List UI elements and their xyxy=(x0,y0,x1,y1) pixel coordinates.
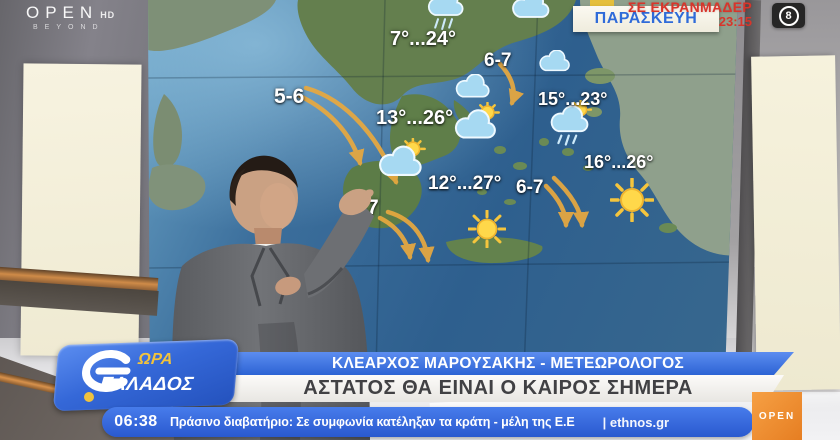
temp-label-northwest: 7°...24° xyxy=(390,28,457,50)
sun-icon xyxy=(609,177,655,227)
promo-time: 23:15 xyxy=(718,14,752,29)
channel-corner-bug: OPEN xyxy=(752,392,802,440)
wind-arrows xyxy=(297,61,590,264)
rain-sun-cloud-icon xyxy=(548,99,594,151)
ticker-source: | ethnos.gr xyxy=(602,414,670,430)
corner-bug-text: OPEN xyxy=(758,410,796,422)
show-logo-icon xyxy=(82,350,131,392)
news-ticker: 06:38 Πράσινο διαβατήριο: Σε συμφωνία κα… xyxy=(102,407,754,437)
wind-label-west: 5-6 xyxy=(274,85,305,108)
headline-bar: ΑΣΤΑΤΟΣ ΘΑ ΕΙΝΑΙ Ο ΚΑΙΡΟΣ ΣΗΜΕΡΑ xyxy=(212,375,784,402)
temp-label-south: 12°...27° xyxy=(428,173,502,194)
temp-label-southeast: 16°...26° xyxy=(584,152,654,172)
studio-cream-panel-right xyxy=(751,55,840,391)
ticker-headline: Πράσινο διαβατήριο: Σε συμφωνία κατέληξα… xyxy=(170,415,575,429)
day-flag: ΠΑΡΑΣΚΕΥΗ xyxy=(573,6,719,32)
wind-label-north: 6-7 xyxy=(484,50,512,71)
rain-cloud-icon xyxy=(424,0,466,38)
hd-label: HD xyxy=(100,10,116,20)
channel-number-badge: 8 xyxy=(772,3,805,28)
ticker-clock: 06:38 xyxy=(114,413,158,430)
temp-label-west: 13°...26° xyxy=(376,107,454,129)
channel-wall-logo: OPEN HD BEYOND xyxy=(26,3,115,31)
wind-label-south: 6-7 xyxy=(516,177,544,198)
channel-logo-subtext: BEYOND xyxy=(33,24,105,31)
temp-label-east: 15°...23° xyxy=(538,89,608,109)
channel-logo-text: OPEN xyxy=(26,3,99,22)
show-logo-badge: ΩΡΑ ΕΛΛΑΔΟΣ xyxy=(52,338,240,412)
sun-icon xyxy=(467,209,507,253)
day-flag-tab xyxy=(590,0,614,6)
show-logo-line2: ΕΛΛΑΔΟΣ xyxy=(98,374,195,395)
cloud-icon xyxy=(508,0,552,25)
promo-show-label: ΣΕ ΕΚΡΑΝΜΑΔΕΡ xyxy=(627,0,752,15)
cloud-icon xyxy=(452,73,492,104)
show-logo-line1: ΩΡΑ xyxy=(137,351,174,368)
channel-number: 8 xyxy=(778,5,799,26)
sun-cloud-icon xyxy=(452,101,502,146)
cloud-icon xyxy=(536,49,572,78)
presenter-name-bar: ΚΛΕΑΡΧΟΣ ΜΑΡΟΥΣΑΚΗΣ - ΜΕΤΕΩΡΟΛΟΓΟΣ xyxy=(222,352,794,375)
show-logo-moon-dot xyxy=(84,392,94,402)
promo-text: ΣΕ ΕΚΡΑΝΜΑΔΕΡ 23:15 xyxy=(628,0,752,29)
